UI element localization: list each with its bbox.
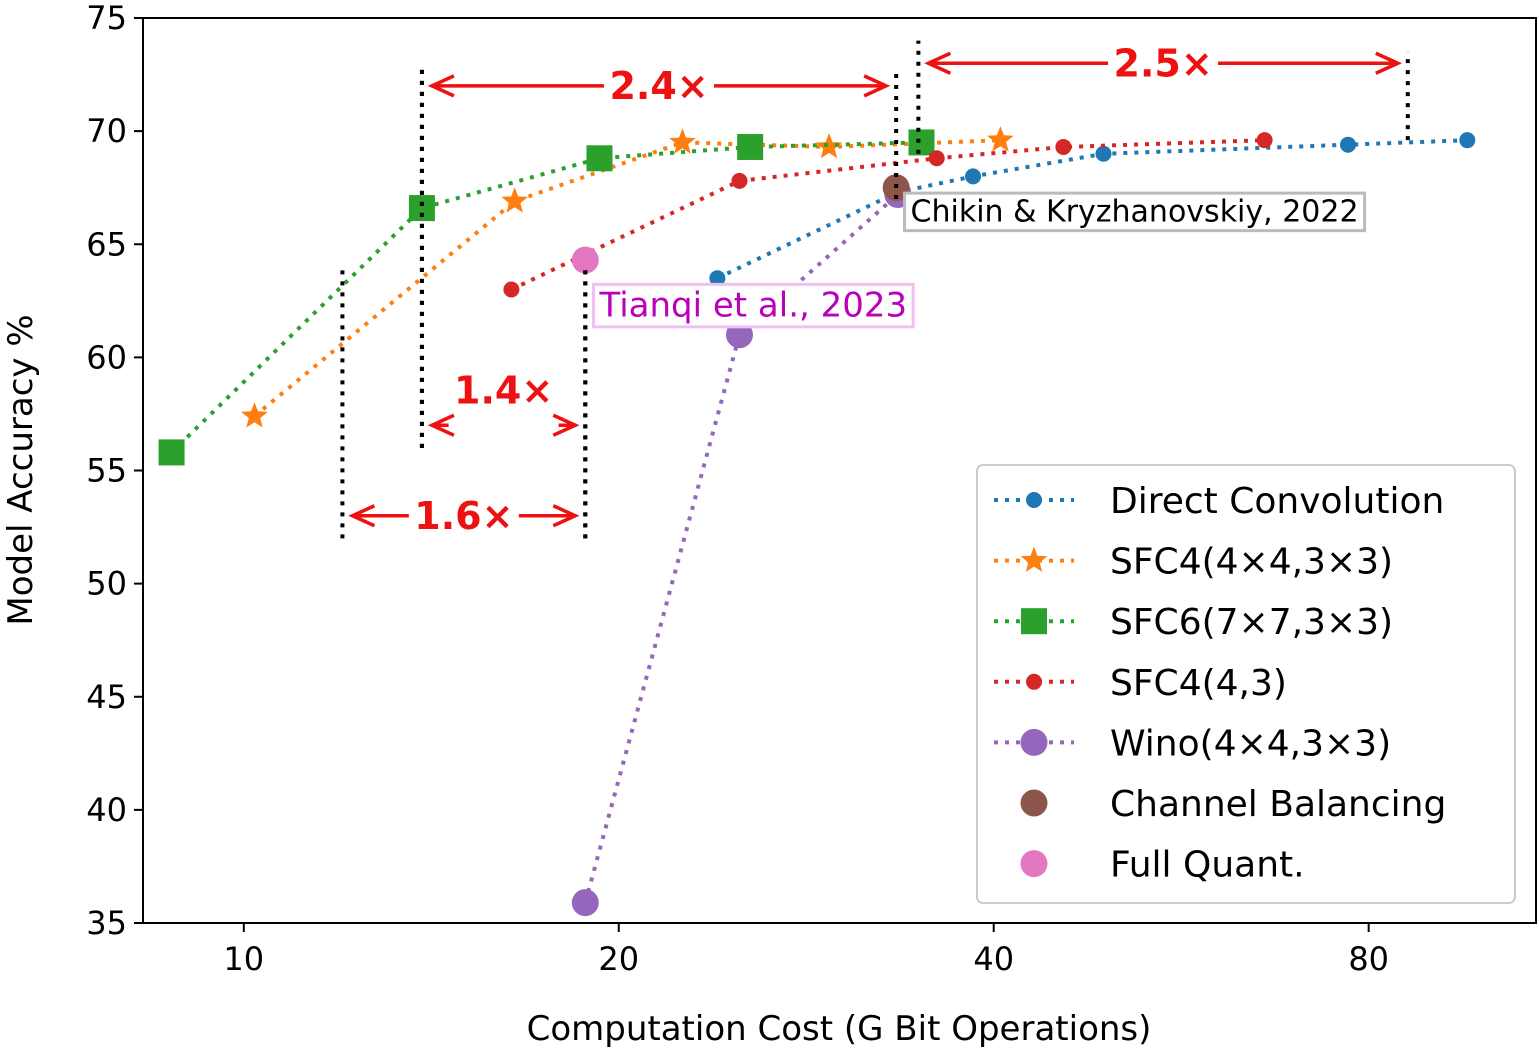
data-point bbox=[709, 270, 726, 287]
ticks-layer: 10 20 40 80 35 40 45 50 55 60 65 70 75 bbox=[86, 0, 1389, 978]
ratio-arrow-head bbox=[863, 74, 891, 98]
legend-entry: Wino(4×4,3×3) bbox=[994, 723, 1391, 764]
legend-marker bbox=[1021, 608, 1047, 635]
legend-marker bbox=[1020, 789, 1048, 817]
data-point bbox=[1339, 136, 1356, 153]
data-point bbox=[408, 195, 435, 222]
x-tick-label: 40 bbox=[973, 940, 1014, 978]
legend-label: SFC4(4×4,3×3) bbox=[1110, 542, 1393, 583]
y-tick-label: 35 bbox=[86, 904, 127, 942]
x-tick-label: 10 bbox=[223, 940, 264, 978]
y-tick-label: 50 bbox=[86, 565, 127, 603]
data-point bbox=[503, 281, 520, 298]
ratio-arrow-head bbox=[552, 504, 580, 528]
ratio-arrow-head bbox=[427, 74, 455, 98]
y-tick-label: 65 bbox=[86, 225, 127, 263]
legend-frame bbox=[976, 464, 1516, 904]
legend-label: Full Quant. bbox=[1110, 845, 1305, 886]
annotation-box bbox=[591, 282, 915, 329]
data-point bbox=[1055, 138, 1072, 155]
data-point bbox=[241, 402, 268, 428]
legend-marker bbox=[1020, 850, 1048, 878]
x-axis-title: Computation Cost (G Bit Operations) bbox=[527, 1009, 1152, 1049]
legend-marker bbox=[1020, 728, 1048, 756]
annotation-text: Tianqi et al., 2023 bbox=[598, 286, 907, 326]
y-tick-label: 55 bbox=[86, 452, 127, 490]
legend-entry: SFC4(4,3) bbox=[994, 663, 1287, 704]
legend-entry: SFC4(4×4,3×3) bbox=[994, 542, 1393, 583]
data-point bbox=[908, 129, 935, 156]
ratio-arrow-head bbox=[924, 51, 952, 75]
data-point bbox=[571, 246, 599, 274]
series-layer bbox=[158, 126, 1476, 917]
legend-marker bbox=[1026, 492, 1042, 508]
data-point bbox=[158, 439, 185, 466]
data-point bbox=[815, 133, 843, 159]
ratio-arrow-head bbox=[427, 413, 455, 437]
data-point bbox=[1256, 132, 1273, 149]
y-tick-label: 40 bbox=[86, 791, 127, 829]
ratio-label: 1.6× bbox=[414, 494, 513, 538]
x-tick-label: 20 bbox=[598, 940, 639, 978]
ratio-arrow-head bbox=[1375, 51, 1403, 75]
annotation-text: Chikin & Kryzhanovskiy, 2022 bbox=[911, 195, 1359, 230]
y-tick-label: 45 bbox=[86, 678, 127, 716]
series-line bbox=[583, 193, 900, 904]
y-axis-title: Model Accuracy % bbox=[1, 314, 41, 625]
legend-entry: SFC6(7×7,3×3) bbox=[994, 602, 1393, 643]
series-SFC6(7×7,3×3) bbox=[158, 129, 935, 466]
data-point bbox=[1459, 132, 1476, 149]
annotation-box bbox=[903, 191, 1367, 233]
y-tick-label: 70 bbox=[86, 112, 127, 150]
data-point bbox=[731, 172, 748, 189]
data-point bbox=[669, 128, 696, 154]
legend-label: Direct Convolution bbox=[1110, 481, 1444, 522]
legend-label: SFC6(7×7,3×3) bbox=[1110, 602, 1393, 643]
data-point bbox=[586, 145, 613, 172]
legend-label: Wino(4×4,3×3) bbox=[1110, 723, 1391, 764]
legend-label: SFC4(4,3) bbox=[1110, 663, 1287, 704]
annotation-layer: Chikin & Kryzhanovskiy, 2022 Tianqi et al… bbox=[591, 191, 1367, 329]
data-point bbox=[1095, 145, 1112, 162]
ratio-arrow-head bbox=[348, 504, 376, 528]
legend-marker bbox=[1026, 673, 1042, 690]
series-line bbox=[170, 140, 922, 454]
data-point bbox=[571, 889, 599, 917]
data-point bbox=[965, 168, 982, 185]
ratio-arrow-head bbox=[552, 413, 580, 437]
series-Direct Convolution bbox=[709, 132, 1476, 287]
series-line bbox=[716, 138, 1468, 281]
data-point bbox=[501, 187, 528, 213]
y-tick-label: 75 bbox=[86, 0, 127, 37]
ratio-label: 2.5× bbox=[1114, 41, 1213, 85]
x-tick-label: 80 bbox=[1348, 940, 1389, 978]
legend-entry: Channel Balancing bbox=[1020, 784, 1446, 825]
legend: Direct Convolution SFC4(4×4,3×3) SFC6(7×7,… bbox=[976, 464, 1516, 904]
legend-marker bbox=[1020, 546, 1048, 572]
data-point bbox=[987, 126, 1014, 152]
legend-label: Channel Balancing bbox=[1110, 784, 1446, 825]
y-tick-label: 60 bbox=[86, 338, 127, 376]
ratio-layer: 2.4× 2.5× 1.4× 1.6× bbox=[340, 40, 1410, 539]
ratio-label: 1.4× bbox=[454, 368, 553, 412]
legend-entry: Full Quant. bbox=[1020, 845, 1305, 886]
series-SFC4(4,3) bbox=[503, 132, 1273, 298]
ratio-label: 2.4× bbox=[609, 64, 708, 108]
series-Full Quant. bbox=[571, 246, 599, 274]
data-point bbox=[737, 133, 764, 160]
series-SFC4(4×4,3×3) bbox=[241, 126, 1014, 428]
legend-entry: Direct Convolution bbox=[994, 481, 1444, 522]
data-point bbox=[928, 150, 945, 167]
